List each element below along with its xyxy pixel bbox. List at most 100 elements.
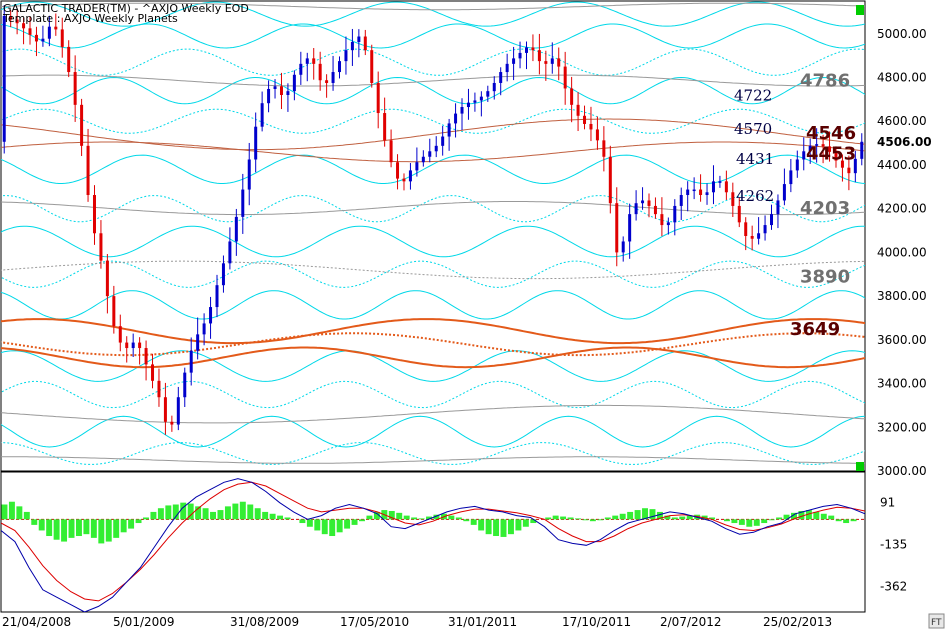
oscillator-histogram-bar [835, 519, 842, 522]
oscillator-histogram-bar [143, 517, 149, 520]
price-bar-body [318, 63, 322, 81]
cyan-wave-line [1, 154, 865, 184]
price-bar-body [699, 189, 703, 196]
oscillator-histogram-bar [589, 519, 596, 522]
price-bar-body [67, 46, 71, 73]
price-bar-body [234, 216, 238, 242]
price-bar-body [22, 23, 26, 29]
oscillator-histogram-bar [545, 517, 552, 520]
oscillator-histogram-bar [150, 511, 157, 520]
price-bar-body [486, 91, 490, 97]
date-axis-tick-label: 31/01/2011 [448, 615, 517, 629]
oscillator-histogram-bar [567, 517, 574, 520]
price-bar-body [853, 158, 857, 174]
price-bar-body [718, 181, 722, 183]
oscillator-histogram-bar [612, 515, 619, 520]
price-bar-body [576, 104, 580, 116]
price-bar-body [60, 29, 64, 47]
window-title: GALACTIC TRADER(TM) - ^AXJO Weekly EOD [3, 2, 249, 15]
price-bar-body [357, 36, 361, 42]
price-axis-tick-label: 3200.00 [877, 420, 927, 434]
planetary-level-label: 4203 [800, 198, 850, 219]
price-bar-body [408, 170, 412, 182]
price-bar-body [686, 189, 690, 196]
price-bar-body [770, 214, 774, 226]
oscillator-panel [0, 471, 866, 613]
date-axis-tick-label: 25/02/2013 [763, 615, 832, 629]
price-bar-body [92, 195, 96, 234]
oscillator-histogram-bar [768, 519, 775, 521]
oscillator-histogram-bar [463, 519, 470, 522]
oscillator-series [1, 478, 865, 612]
price-bar-body [557, 58, 561, 67]
price-bar-body [273, 86, 277, 89]
price-bar-body [460, 107, 464, 114]
oscillator-histogram-bar [619, 513, 626, 520]
template-label: Template : AXJO Weekly Planets [3, 12, 178, 25]
oscillator-histogram-bar [798, 510, 805, 520]
price-axis-tick-label: 4000.00 [877, 245, 927, 259]
price-bar-body [15, 19, 19, 24]
price-bar-body [279, 86, 283, 95]
oscillator-histogram-bar [746, 519, 753, 527]
oscillator-histogram-bar [83, 519, 90, 535]
oscillator-histogram-bar [359, 519, 365, 522]
cyan-wave-line [1, 225, 865, 258]
oscillator-histogram-bar [254, 508, 261, 520]
price-bar-body [815, 144, 819, 146]
oscillator-histogram-bar [805, 510, 812, 520]
price-bar-body [570, 88, 574, 105]
oscillator-histogram-bar [671, 517, 678, 520]
oscillator-histogram-bar [411, 517, 418, 520]
date-axis-tick-label: 2/07/2012 [660, 615, 722, 629]
grey-wave-line [1, 74, 865, 87]
price-bar-body [209, 307, 213, 324]
oscillator-histogram-bar [98, 519, 105, 544]
planetary-wave-lines [1, 1, 865, 465]
oscillator-histogram-bar [217, 510, 224, 520]
oscillator-histogram-bar [16, 506, 23, 520]
oscillator-histogram-bar [68, 519, 75, 538]
oscillator-histogram-bar [284, 517, 291, 520]
oscillator-histogram-bar [575, 518, 581, 520]
planetary-level-label: 4722 [734, 87, 772, 105]
oscillator-histogram-bar [8, 501, 15, 520]
price-bar-body [144, 348, 148, 365]
price-bar-body [196, 334, 200, 351]
oscillator-histogram-bar [202, 508, 209, 520]
date-axis-tick-label: 21/04/2008 [2, 615, 71, 629]
oscillator-histogram-bar [753, 519, 760, 526]
date-axis-tick-label: 31/08/2009 [230, 615, 299, 629]
oscillator-histogram-bar [46, 519, 53, 537]
price-bar-body [151, 364, 155, 381]
price-axis-tick-label: 3400.00 [877, 377, 927, 391]
price-axis-tick-label: 5000.00 [877, 27, 927, 41]
planetary-level-label: 3890 [800, 266, 850, 287]
bottom-corner-marker[interactable] [856, 462, 864, 471]
oscillator-histogram-bar [157, 508, 164, 520]
price-bar-body [344, 50, 348, 62]
price-bar-body [80, 104, 84, 146]
oscillator-histogram-bar [791, 512, 797, 520]
price-bar-body [821, 144, 825, 147]
oscillator-histogram-bar [664, 515, 671, 520]
price-bar-body [325, 80, 329, 83]
price-bar-body [782, 184, 786, 201]
price-bar-body [228, 241, 232, 264]
oscillator-axis-tick-label: -135 [880, 537, 907, 551]
price-bar-body [711, 181, 715, 193]
oscillator-fast-line [1, 478, 865, 612]
oscillator-histogram-bar [165, 505, 172, 520]
price-bar-body [537, 50, 541, 62]
cyan-wave-line [1, 442, 865, 465]
grey-wave-line [1, 456, 865, 464]
price-bar-body [131, 342, 135, 349]
price-bar-body [512, 58, 516, 64]
price-bar-body [383, 113, 387, 141]
price-bar-body [86, 145, 90, 196]
oscillator-histogram-bar [656, 511, 663, 520]
oscillator-histogram-bar [38, 519, 45, 531]
price-bar-body [99, 233, 103, 261]
top-corner-marker[interactable] [856, 5, 864, 15]
